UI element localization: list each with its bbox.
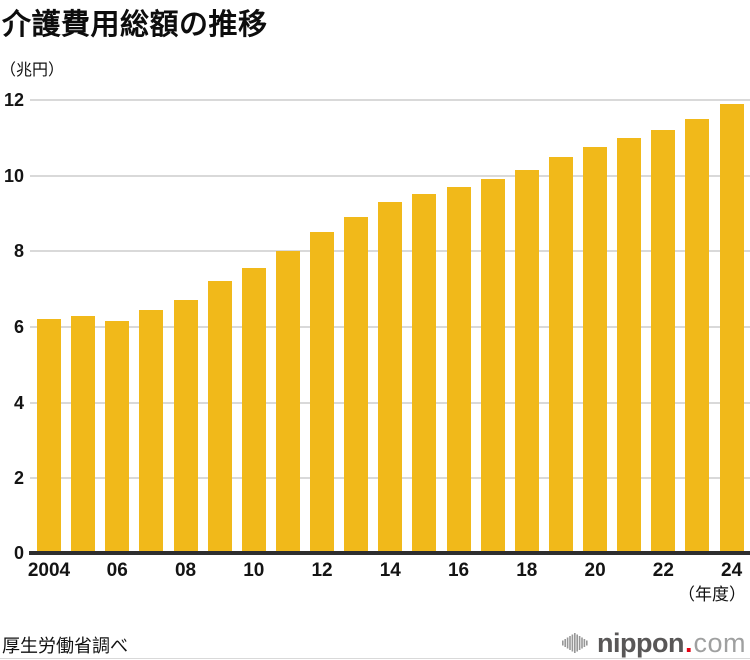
gridline-10 [30,174,750,177]
y-axis-label-6: 6 [13,316,24,337]
y-axis-label-4: 4 [13,392,24,413]
x-axis-unit-label: （年度） [678,585,746,604]
bar-2008 [173,300,198,554]
bar-2024 [719,103,744,554]
bar-2015 [412,194,437,554]
bar-2019 [548,156,573,554]
chart-title: 介護費用総額の推移 [2,9,268,41]
x-axis-label-08: 08 [174,560,197,581]
bar-2016 [446,186,471,554]
x-axis-line [29,550,750,555]
bar-2013 [344,217,369,554]
bar-2014 [378,201,403,554]
x-axis-label-06: 06 [106,560,128,581]
y-axis-label-12: 12 [3,89,24,110]
bar-2009 [207,281,232,554]
x-axis-label-12: 12 [311,560,333,581]
logo-text-com: com [693,628,746,658]
bar-2007 [139,309,164,554]
logo-text-nippon: nippon [597,628,684,658]
bar-2012 [310,232,335,554]
bar-2022 [651,130,676,554]
bar-2011 [275,251,300,554]
bar-2018 [514,169,539,554]
x-axis-label-16: 16 [447,560,470,581]
soundwave-icon [562,633,588,653]
x-axis-label-24: 24 [721,560,743,581]
x-axis-label-20: 20 [584,560,606,581]
x-axis-label-14: 14 [379,560,401,581]
y-axis-label-0: 0 [13,542,24,563]
gridline-12 [30,98,750,101]
x-axis-label-18: 18 [516,560,538,581]
bottom-divider [0,658,750,659]
x-axis-label-2004: 2004 [27,560,71,581]
x-axis-label-22: 22 [652,560,674,581]
bar-2004 [37,319,61,554]
bar-2021 [617,137,642,554]
bar-2006 [105,321,130,554]
x-axis-label-10: 10 [243,560,265,581]
y-axis-label-8: 8 [13,241,24,262]
y-axis-label-10: 10 [3,165,24,186]
y-axis-label-2: 2 [13,468,24,489]
y-axis-unit-label: （兆円） [0,62,65,79]
logo-dot: . [684,628,693,658]
bar-2010 [241,268,266,554]
source-note: 厚生労働省調べ [2,636,128,656]
bar-2005 [71,315,96,554]
bar-2023 [685,118,710,554]
nippon-logo: nippon. com [562,628,746,658]
bar-2020 [583,147,608,554]
bar-2017 [480,179,505,554]
